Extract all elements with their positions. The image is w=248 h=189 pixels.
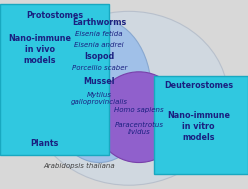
Text: Eisenia fetida: Eisenia fetida <box>75 31 123 37</box>
FancyBboxPatch shape <box>154 76 248 174</box>
Text: Eisenia andrei: Eisenia andrei <box>74 42 124 48</box>
Text: Earthworms: Earthworms <box>72 18 126 27</box>
Text: Deuterostomes: Deuterostomes <box>164 81 233 90</box>
Text: Isopod: Isopod <box>84 52 114 61</box>
Text: Mytilus
galloprovincialis: Mytilus galloprovincialis <box>71 91 128 105</box>
Text: Nano-immune
in vitro
models: Nano-immune in vitro models <box>167 111 230 142</box>
Text: Paracentrotus
lividus: Paracentrotus lividus <box>114 122 163 135</box>
Ellipse shape <box>47 19 151 163</box>
Text: Nano-immune
in vivo
models: Nano-immune in vivo models <box>8 33 71 65</box>
Text: Plants: Plants <box>31 139 59 148</box>
Text: Porcellio scaber: Porcellio scaber <box>71 65 127 71</box>
Text: Protostomes: Protostomes <box>26 11 83 20</box>
Text: Homo sapiens: Homo sapiens <box>114 107 164 113</box>
Ellipse shape <box>94 72 184 163</box>
Ellipse shape <box>30 11 228 185</box>
Text: Mussel: Mussel <box>83 77 115 86</box>
Text: Arabidopsis thaliana: Arabidopsis thaliana <box>44 163 115 169</box>
FancyBboxPatch shape <box>0 4 109 155</box>
